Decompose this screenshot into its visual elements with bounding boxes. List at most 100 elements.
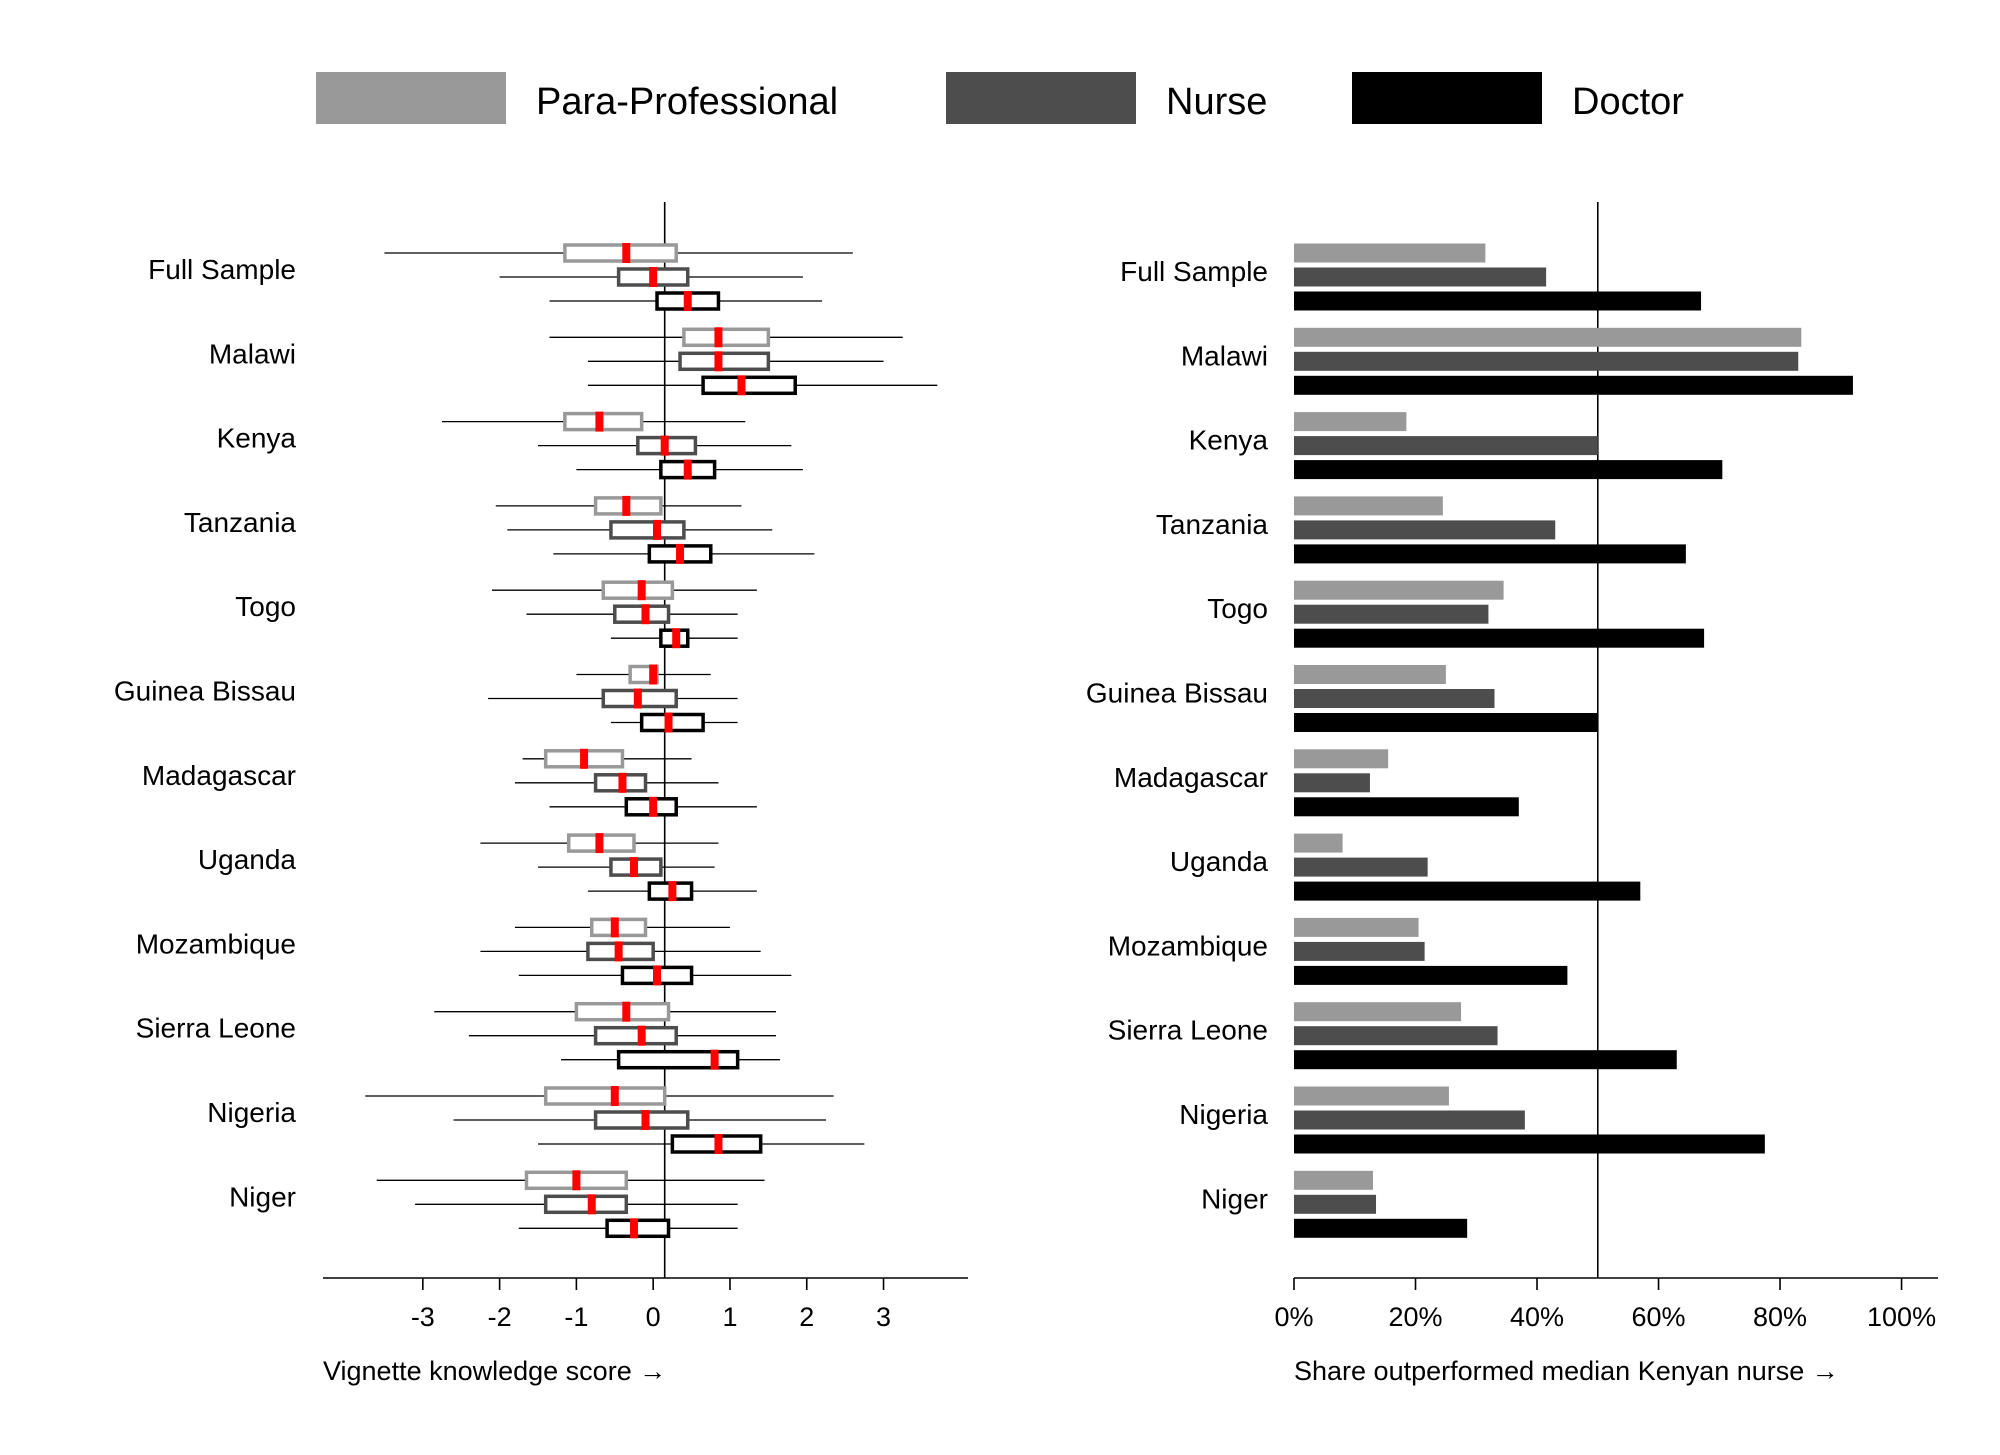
median-marker (580, 748, 589, 769)
median-marker (683, 291, 692, 311)
box-nurse (678, 351, 771, 372)
bar-nurse (1294, 941, 1425, 961)
bar-doctor (1294, 460, 1723, 480)
category-label: Tanzania (184, 507, 297, 538)
category-label: Uganda (198, 844, 297, 875)
category-label: Niger (229, 1181, 296, 1212)
x-tick-label: -1 (564, 1302, 588, 1332)
x-axis-title: Share outperformed median Kenyan nurse → (1294, 1356, 1839, 1386)
bar-para-professional (1294, 665, 1446, 684)
bar-doctor (1294, 1218, 1468, 1238)
category-label: Niger (1201, 1183, 1268, 1214)
bar-nurse (1294, 689, 1495, 708)
median-marker (653, 965, 662, 986)
median-marker (595, 833, 604, 854)
legend-swatch-doctor (1352, 72, 1542, 124)
bar-doctor (1294, 375, 1853, 395)
median-marker (637, 580, 646, 601)
box-doctor (616, 1049, 740, 1070)
median-marker (633, 688, 642, 709)
legend-label-nurse: Nurse (1166, 81, 1267, 123)
bar-nurse (1294, 1110, 1525, 1130)
category-label: Malawi (1181, 340, 1268, 371)
bar-nurse (1294, 436, 1598, 456)
bar-nurse (1294, 1026, 1498, 1046)
legend-label-para-professional: Para-Professional (536, 81, 838, 123)
category-label: Guinea Bissau (1086, 678, 1268, 709)
bar-nurse (1294, 351, 1799, 371)
box-nurse (593, 1025, 678, 1046)
category-label: Kenya (1189, 425, 1269, 456)
x-tick-label: 1 (722, 1302, 737, 1332)
median-marker (641, 604, 650, 625)
median-marker (618, 772, 627, 793)
bar-doctor (1294, 544, 1686, 564)
median-marker (649, 267, 658, 287)
category-label: Kenya (217, 423, 297, 454)
bar-doctor (1294, 713, 1598, 732)
x-tick-label: 3 (876, 1302, 891, 1332)
median-marker (572, 1170, 581, 1191)
median-marker (622, 495, 631, 516)
median-marker (649, 796, 658, 817)
category-label: Mozambique (136, 928, 296, 959)
bar-nurse (1294, 857, 1428, 877)
bar-para-professional (1294, 412, 1407, 432)
bar-para-professional (1294, 1002, 1462, 1022)
median-marker (660, 435, 669, 456)
bar-nurse (1294, 1194, 1377, 1214)
median-marker (610, 917, 619, 938)
category-label: Tanzania (1156, 509, 1269, 540)
bar-doctor (1294, 881, 1641, 901)
box-doctor (701, 375, 797, 396)
category-label: Sierra Leone (136, 1013, 296, 1044)
median-marker (683, 459, 692, 480)
bar-para-professional (1294, 243, 1486, 263)
box-para-professional (563, 243, 678, 263)
median-marker (668, 881, 677, 902)
category-label: Togo (1207, 593, 1268, 624)
x-tick-label: 20% (1388, 1302, 1442, 1332)
bar-para-professional (1294, 749, 1389, 769)
category-label: Full Sample (148, 254, 296, 285)
x-tick-label: 80% (1753, 1302, 1807, 1332)
bar-doctor (1294, 965, 1568, 985)
x-tick-label: -2 (488, 1302, 512, 1332)
x-tick-label: 0 (646, 1302, 661, 1332)
bar-para-professional (1294, 580, 1504, 600)
legend-swatch-para-professional (316, 72, 506, 124)
median-marker (610, 1086, 619, 1106)
bar-para-professional (1294, 917, 1419, 937)
median-marker (629, 1218, 638, 1239)
legend: Para-Professional Nurse Doctor (316, 72, 1684, 124)
x-tick-label: 100% (1867, 1302, 1936, 1332)
category-label: Togo (235, 591, 296, 622)
x-tick-label: 2 (799, 1302, 814, 1332)
box-para-professional (543, 1086, 667, 1106)
box-nurse (609, 520, 686, 540)
category-label: Sierra Leone (1108, 1015, 1268, 1046)
legend-label-doctor: Doctor (1572, 81, 1684, 123)
median-marker (714, 327, 723, 348)
box-para-professional (682, 327, 771, 348)
category-label: Uganda (1170, 846, 1269, 877)
x-tick-label: 60% (1632, 1302, 1686, 1332)
bar-para-professional (1294, 496, 1443, 516)
x-axis-title: Vignette knowledge score → (323, 1356, 666, 1386)
median-marker (649, 664, 658, 685)
bar-para-professional (1294, 327, 1802, 347)
median-marker (622, 243, 631, 263)
bar-nurse (1294, 604, 1489, 624)
category-label: Full Sample (1120, 256, 1268, 287)
bar-para-professional (1294, 1170, 1373, 1190)
median-marker (595, 411, 604, 432)
bar-chart-panel: 0% 20% 40% 60% 80% 100% Share outperformed med… (1086, 202, 1938, 1386)
median-marker (614, 941, 623, 962)
median-marker (622, 1001, 631, 1022)
bar-doctor (1294, 291, 1702, 311)
median-marker (737, 375, 746, 396)
median-marker (653, 519, 662, 540)
x-tick-label: -3 (411, 1302, 435, 1332)
x-tick-label: 40% (1510, 1302, 1564, 1332)
